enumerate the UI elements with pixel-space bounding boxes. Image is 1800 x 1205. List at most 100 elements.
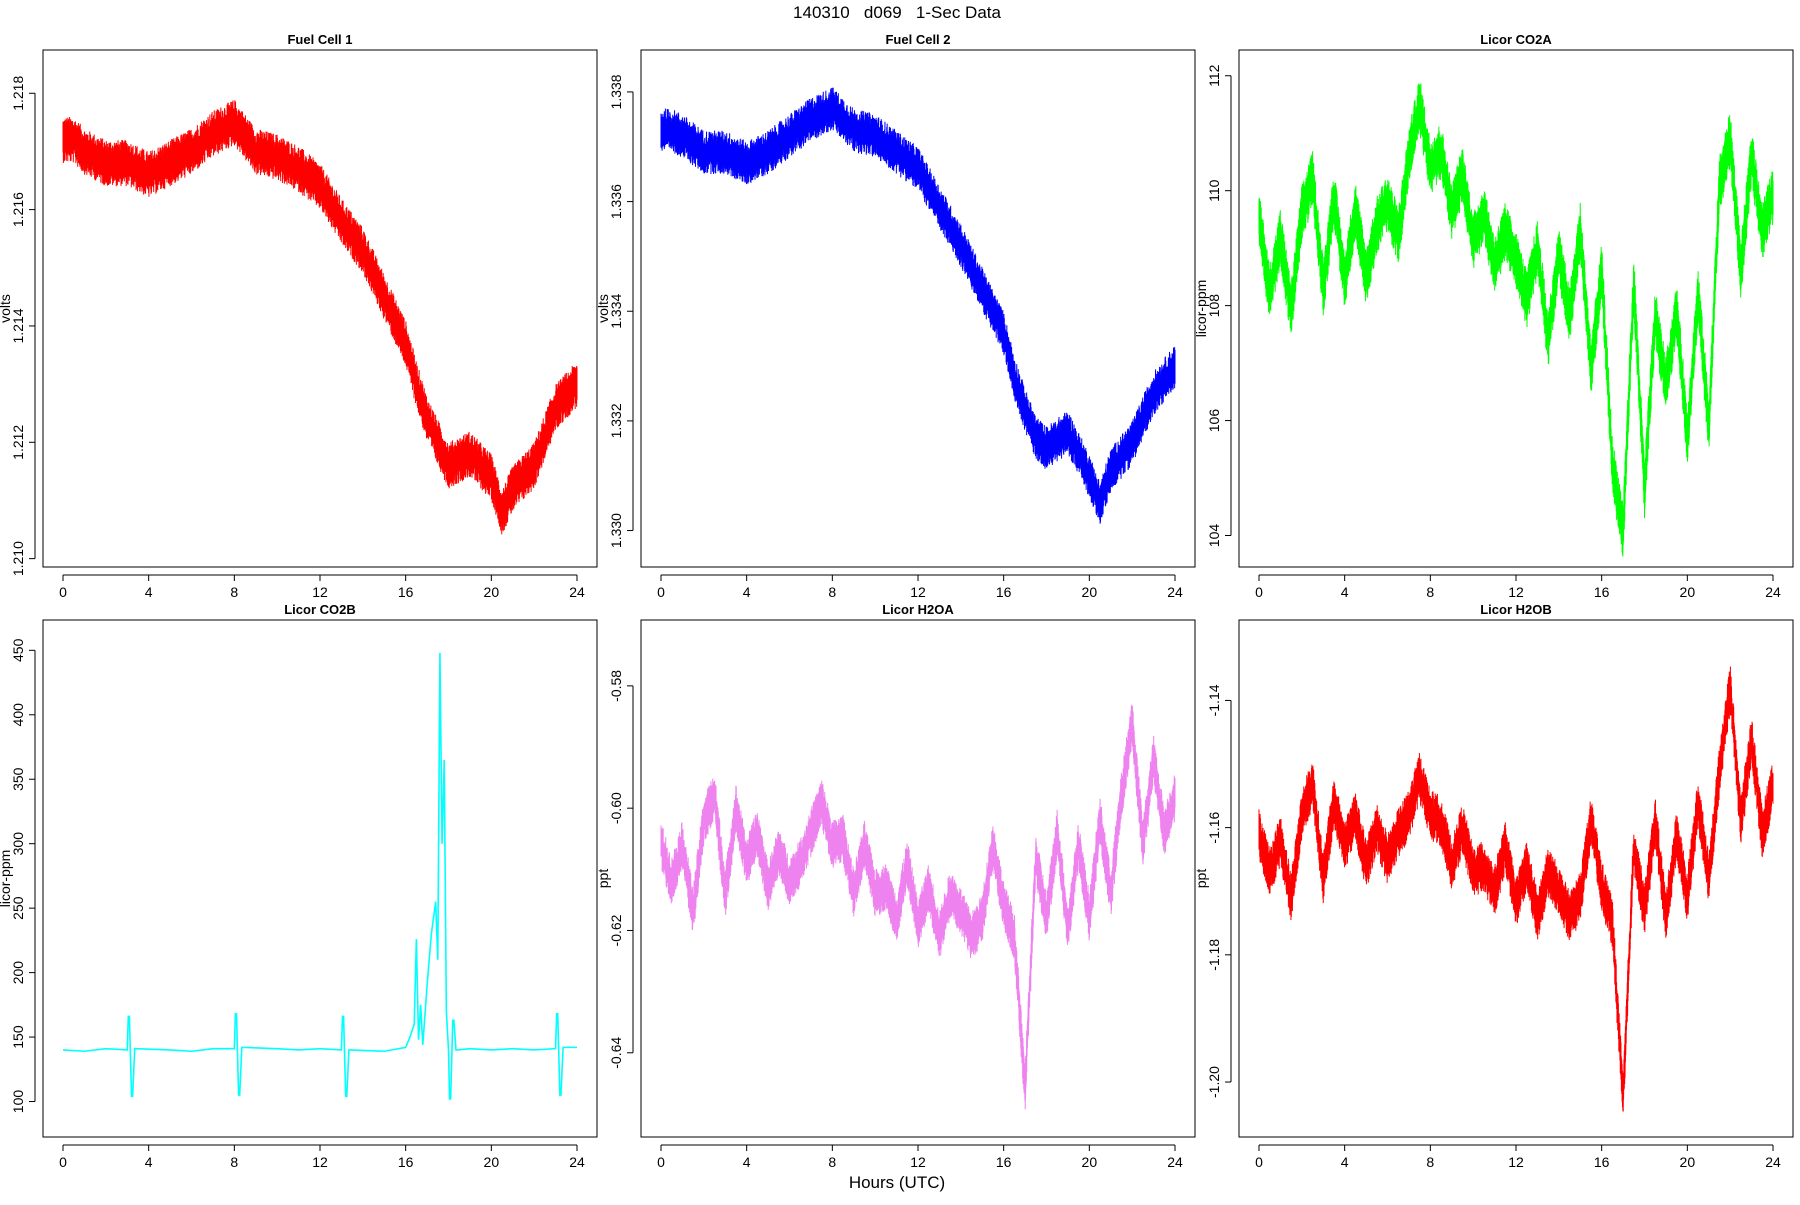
- y-axis-label: licor-ppm: [1193, 280, 1209, 338]
- plot-frame: [1238, 619, 1794, 1138]
- chart-panel: Licor H2OA 0 4 8 12 16 20 24 -0.64 -0.62 -0.60 -0.5…: [595, 602, 1196, 1170]
- y-tick-label: -1.20: [1206, 1066, 1222, 1098]
- y-axis-label: volts: [0, 294, 13, 323]
- x-tick-label: 16: [996, 1154, 1012, 1170]
- panel-title: Licor H2OB: [1480, 602, 1552, 617]
- panel-title: Licor H2OA: [882, 602, 954, 617]
- y-tick-label: 1.210: [10, 541, 26, 576]
- y-tick-label: 150: [10, 1025, 26, 1049]
- y-tick-label: 1.334: [608, 294, 624, 329]
- panel-title: Fuel Cell 1: [287, 32, 352, 47]
- x-tick-label: 12: [910, 584, 926, 600]
- x-tick-label: 4: [145, 584, 153, 600]
- x-tick-label: 0: [59, 1154, 67, 1170]
- x-tick-label: 8: [828, 1154, 836, 1170]
- x-tick-label: 12: [312, 584, 328, 600]
- y-tick-label: -0.64: [608, 1037, 624, 1069]
- y-axis-label: volts: [595, 294, 611, 323]
- chart-panel: Fuel Cell 1 0 4 8 12 16 20 24 1.210 1.212 1.214 1.2…: [0, 32, 598, 600]
- y-tick-label: 450: [10, 638, 26, 662]
- x-tick-label: 4: [145, 1154, 153, 1170]
- x-tick-label: 16: [398, 584, 414, 600]
- y-tick-label: 108: [1206, 294, 1222, 318]
- x-tick-label: 16: [1594, 1154, 1610, 1170]
- y-tick-label: 1.212: [10, 425, 26, 460]
- x-tick-label: 4: [743, 1154, 751, 1170]
- x-tick-label: 0: [59, 584, 67, 600]
- x-tick-label: 8: [828, 584, 836, 600]
- y-tick-label: 106: [1206, 409, 1222, 433]
- x-tick-label: 0: [657, 1154, 665, 1170]
- y-tick-label: -0.60: [608, 792, 624, 824]
- series-line: [660, 87, 1176, 524]
- plot-frame: [42, 619, 598, 1138]
- x-tick-label: 20: [1680, 1154, 1696, 1170]
- y-tick-label: 250: [10, 896, 26, 920]
- y-tick-label: 1.214: [10, 308, 26, 343]
- page-title: 140310 d069 1-Sec Data: [793, 3, 1001, 22]
- plot-frame: [42, 49, 598, 568]
- x-tick-label: 20: [1680, 584, 1696, 600]
- y-tick-label: 112: [1206, 64, 1222, 87]
- x-tick-label: 24: [1167, 584, 1183, 600]
- y-tick-label: 200: [10, 961, 26, 985]
- y-tick-label: 1.330: [608, 513, 624, 548]
- x-tick-label: 0: [1255, 584, 1263, 600]
- x-tick-label: 8: [230, 1154, 238, 1170]
- y-tick-label: 1.216: [10, 192, 26, 227]
- panel-title: Licor CO2B: [284, 602, 356, 617]
- y-tick-label: 350: [10, 767, 26, 791]
- y-tick-label: -1.18: [1206, 939, 1222, 971]
- x-tick-label: 20: [484, 584, 500, 600]
- x-tick-label: 20: [484, 1154, 500, 1170]
- x-tick-label: 12: [312, 1154, 328, 1170]
- series-line: [1258, 666, 1774, 1112]
- y-axis-label: ppt: [1193, 869, 1209, 889]
- y-tick-label: 400: [10, 703, 26, 727]
- y-tick-label: 1.332: [608, 403, 624, 438]
- x-tick-label: 4: [1341, 584, 1349, 600]
- y-tick-label: -1.16: [1206, 811, 1222, 843]
- panel-title: Licor CO2A: [1480, 32, 1552, 47]
- series-line: [62, 100, 578, 535]
- x-tick-label: 12: [1508, 1154, 1524, 1170]
- series-line: [660, 704, 1176, 1110]
- y-tick-label: -1.14: [1206, 684, 1222, 716]
- x-tick-label: 16: [1594, 584, 1610, 600]
- x-axis-title: Hours (UTC): [849, 1173, 945, 1192]
- x-tick-label: 4: [743, 584, 751, 600]
- y-tick-label: -0.58: [608, 670, 624, 702]
- x-tick-label: 16: [398, 1154, 414, 1170]
- y-tick-label: 1.218: [10, 76, 26, 111]
- x-tick-label: 8: [1426, 584, 1434, 600]
- series-line: [62, 652, 577, 1100]
- y-axis-label: ppt: [595, 869, 611, 889]
- plot-frame: [640, 619, 1196, 1138]
- chart-panel: Licor CO2B 0 4 8 12 16 20 24 100 150 200 250 300 350 4…: [0, 602, 598, 1170]
- x-tick-label: 24: [569, 584, 585, 600]
- x-tick-label: 0: [657, 584, 665, 600]
- x-tick-label: 4: [1341, 1154, 1349, 1170]
- chart-panel: Licor H2OB 0 4 8 12 16 20 24 -1.20 -1.18 -1.16 -1.1…: [1193, 602, 1794, 1170]
- x-tick-label: 12: [910, 1154, 926, 1170]
- x-tick-label: 24: [1765, 584, 1781, 600]
- x-tick-label: 20: [1082, 584, 1098, 600]
- x-tick-label: 8: [1426, 1154, 1434, 1170]
- series-line: [1258, 83, 1774, 557]
- y-tick-label: 1.336: [608, 184, 624, 219]
- x-tick-label: 0: [1255, 1154, 1263, 1170]
- y-tick-label: 1.338: [608, 74, 624, 109]
- y-tick-label: -0.62: [608, 914, 624, 946]
- y-tick-label: 300: [10, 832, 26, 856]
- panel-title: Fuel Cell 2: [885, 32, 950, 47]
- x-tick-label: 20: [1082, 1154, 1098, 1170]
- y-tick-label: 100: [10, 1090, 26, 1114]
- x-tick-label: 8: [230, 584, 238, 600]
- x-tick-label: 12: [1508, 584, 1524, 600]
- y-tick-label: 110: [1206, 179, 1222, 202]
- x-tick-label: 24: [569, 1154, 585, 1170]
- chart-panel: Licor CO2A 0 4 8 12 16 20 24 104 106 108 110 112 lico…: [1193, 32, 1794, 600]
- x-tick-label: 16: [996, 584, 1012, 600]
